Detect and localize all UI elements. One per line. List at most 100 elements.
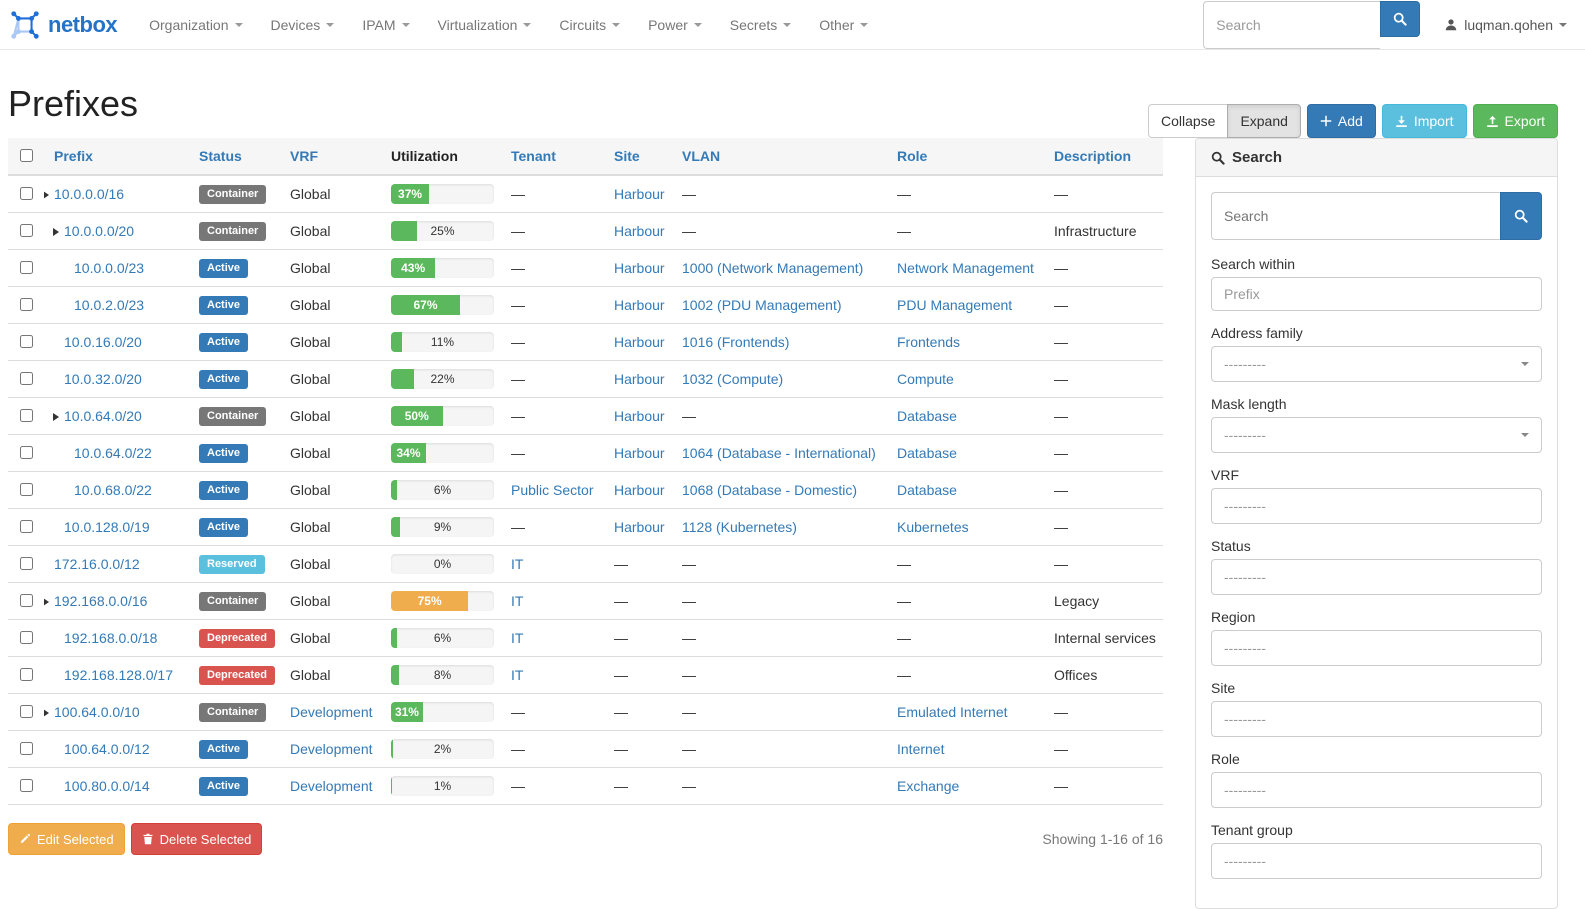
row-checkbox[interactable] — [20, 668, 33, 681]
role-link[interactable]: Database — [897, 482, 957, 498]
prefix-link[interactable]: 192.168.128.0/17 — [64, 667, 173, 683]
vrf-link[interactable]: Development — [290, 741, 373, 757]
tenant-link[interactable]: IT — [511, 593, 524, 609]
vrf-link[interactable]: Development — [290, 704, 373, 720]
prefix-link[interactable]: 192.168.0.0/18 — [64, 630, 158, 646]
nav-item-organization[interactable]: Organization — [135, 0, 256, 49]
row-checkbox[interactable] — [20, 298, 33, 311]
netbox-logo[interactable]: netbox — [10, 10, 118, 40]
prefix-link[interactable]: 10.0.2.0/23 — [74, 297, 145, 313]
prefix-link[interactable]: 10.0.32.0/20 — [64, 371, 142, 387]
row-checkbox[interactable] — [20, 261, 33, 274]
vlan-link[interactable]: 1002 (PDU Management) — [682, 297, 842, 313]
prefix-link[interactable]: 100.64.0.0/12 — [64, 741, 150, 757]
import-button[interactable]: Import — [1381, 104, 1467, 138]
vlan-link[interactable]: 1032 (Compute) — [682, 371, 784, 387]
navbar-search-input[interactable] — [1203, 0, 1381, 49]
site-link[interactable]: Harbour — [614, 519, 665, 535]
role-link[interactable]: Network Management — [897, 260, 1034, 276]
role-link[interactable]: Kubernetes — [897, 519, 969, 535]
select-all-checkbox[interactable] — [20, 149, 33, 162]
site-link[interactable]: Harbour — [614, 297, 665, 313]
filter-select-address-family[interactable]: --------- — [1211, 346, 1542, 382]
filter-select-status[interactable]: --------- — [1211, 559, 1542, 595]
vlan-link[interactable]: 1128 (Kubernetes) — [682, 519, 797, 535]
column-header-tenant[interactable]: Tenant — [501, 138, 604, 176]
sidebar-search-button[interactable] — [1500, 192, 1542, 240]
role-link[interactable]: Internet — [897, 741, 945, 757]
site-link[interactable]: Harbour — [614, 445, 665, 461]
delete-selected-button[interactable]: Delete Selected — [130, 823, 263, 855]
row-checkbox[interactable] — [20, 557, 33, 570]
navbar-search-button[interactable] — [1380, 0, 1421, 37]
prefix-link[interactable]: 10.0.68.0/22 — [74, 482, 152, 498]
column-header-role[interactable]: Role — [887, 138, 1044, 176]
prefix-link[interactable]: 10.0.16.0/20 — [64, 334, 142, 350]
expand-button[interactable]: Expand — [1227, 104, 1301, 138]
role-link[interactable]: Compute — [897, 371, 954, 387]
tenant-link[interactable]: IT — [511, 667, 524, 683]
filter-select-site[interactable]: --------- — [1211, 701, 1542, 737]
site-link[interactable]: Harbour — [614, 334, 665, 350]
filter-input-search-within[interactable] — [1211, 277, 1542, 311]
prefix-link[interactable]: 10.0.128.0/19 — [64, 519, 150, 535]
row-checkbox[interactable] — [20, 742, 33, 755]
row-checkbox[interactable] — [20, 631, 33, 644]
filter-select-tenant-group[interactable]: --------- — [1211, 843, 1542, 879]
row-checkbox[interactable] — [20, 372, 33, 385]
row-checkbox[interactable] — [20, 409, 33, 422]
edit-selected-button[interactable]: Edit Selected — [8, 823, 125, 855]
role-link[interactable]: Database — [897, 408, 957, 424]
vlan-link[interactable]: 1000 (Network Management) — [682, 260, 864, 276]
prefix-link[interactable]: 100.80.0.0/14 — [64, 778, 150, 794]
site-link[interactable]: Harbour — [614, 371, 665, 387]
vlan-link[interactable]: 1064 (Database - International) — [682, 445, 876, 461]
prefix-link[interactable]: 10.0.64.0/20 — [64, 408, 142, 424]
collapse-button[interactable]: Collapse — [1147, 104, 1229, 138]
filter-select-mask-length[interactable]: --------- — [1211, 417, 1542, 453]
nav-item-circuits[interactable]: Circuits — [545, 0, 634, 49]
add-button[interactable]: Add — [1306, 104, 1376, 138]
vlan-link[interactable]: 1068 (Database - Domestic) — [682, 482, 858, 498]
vrf-link[interactable]: Development — [290, 778, 373, 794]
nav-item-secrets[interactable]: Secrets — [716, 0, 805, 49]
site-link[interactable]: Harbour — [614, 186, 665, 202]
prefix-link[interactable]: 10.0.64.0/22 — [74, 445, 152, 461]
tenant-link[interactable]: IT — [511, 630, 524, 646]
user-menu[interactable]: luqman.qohen — [1444, 17, 1567, 33]
role-link[interactable]: Emulated Internet — [897, 704, 1008, 720]
filter-select-role[interactable]: --------- — [1211, 772, 1542, 808]
row-checkbox[interactable] — [20, 446, 33, 459]
row-checkbox[interactable] — [20, 779, 33, 792]
column-header-site[interactable]: Site — [604, 138, 672, 176]
site-link[interactable]: Harbour — [614, 408, 665, 424]
filter-select-vrf[interactable]: --------- — [1211, 488, 1542, 524]
tenant-link[interactable]: Public Sector — [511, 482, 594, 498]
nav-item-power[interactable]: Power — [634, 0, 716, 49]
nav-item-other[interactable]: Other — [805, 0, 882, 49]
export-button[interactable]: Export — [1472, 104, 1558, 138]
row-checkbox[interactable] — [20, 705, 33, 718]
row-checkbox[interactable] — [20, 335, 33, 348]
site-link[interactable]: Harbour — [614, 482, 665, 498]
column-header-vrf[interactable]: VRF — [280, 138, 381, 176]
prefix-link[interactable]: 10.0.0.0/16 — [54, 186, 125, 202]
sidebar-search-input[interactable] — [1211, 192, 1500, 240]
column-header-prefix[interactable]: Prefix — [44, 138, 189, 176]
filter-select-region[interactable]: --------- — [1211, 630, 1542, 666]
nav-item-ipam[interactable]: IPAM — [348, 0, 423, 49]
prefix-link[interactable]: 192.168.0.0/16 — [54, 593, 148, 609]
tenant-link[interactable]: IT — [511, 556, 524, 572]
row-checkbox[interactable] — [20, 187, 33, 200]
role-link[interactable]: Database — [897, 445, 957, 461]
prefix-link[interactable]: 10.0.0.0/20 — [64, 223, 135, 239]
nav-item-devices[interactable]: Devices — [257, 0, 349, 49]
prefix-link[interactable]: 172.16.0.0/12 — [54, 556, 140, 572]
role-link[interactable]: PDU Management — [897, 297, 1013, 313]
row-checkbox[interactable] — [20, 483, 33, 496]
site-link[interactable]: Harbour — [614, 223, 665, 239]
column-header-vlan[interactable]: VLAN — [672, 138, 887, 176]
row-checkbox[interactable] — [20, 520, 33, 533]
prefix-link[interactable]: 100.64.0.0/10 — [54, 704, 140, 720]
row-checkbox[interactable] — [20, 224, 33, 237]
